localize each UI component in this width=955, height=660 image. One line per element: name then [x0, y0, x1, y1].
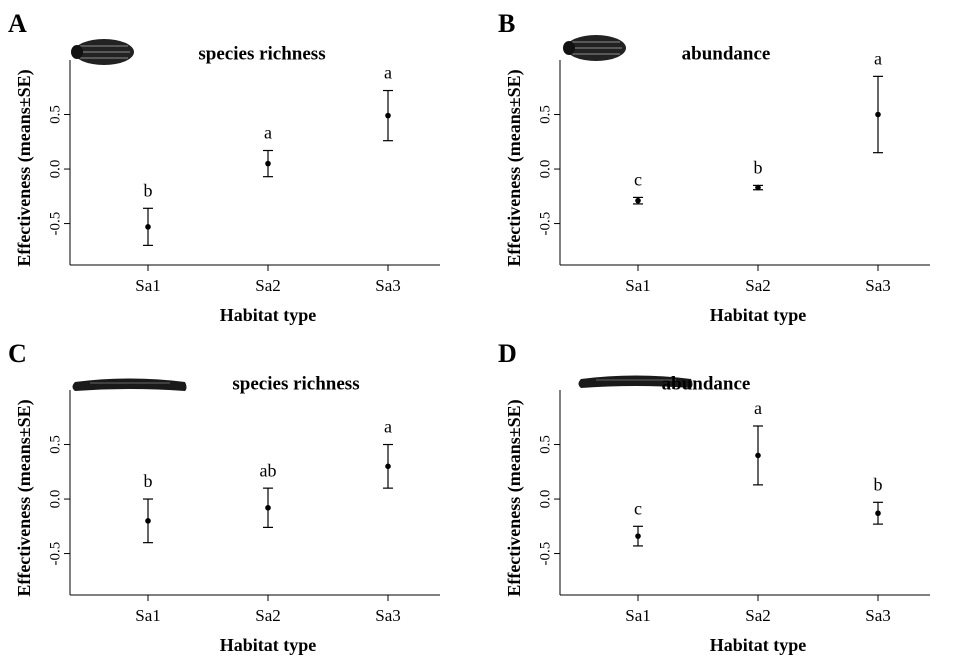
- mean-point: [635, 533, 641, 539]
- significance-letter: a: [384, 417, 392, 437]
- x-tick-label: Sa3: [375, 276, 401, 295]
- earthworm-icon: [72, 378, 187, 392]
- mean-point: [265, 160, 271, 167]
- mean-point: [145, 518, 151, 524]
- significance-letter: a: [874, 48, 882, 68]
- panel-title: species richness: [198, 43, 325, 64]
- panel-title: abundance: [682, 43, 771, 64]
- x-tick-label: Sa1: [135, 276, 161, 295]
- y-axis-label: Effectiveness (means±SE): [504, 69, 525, 266]
- x-tick-label: Sa3: [865, 276, 891, 295]
- mean-point: [635, 197, 641, 204]
- x-tick-label: Sa1: [625, 276, 651, 295]
- y-tick-label: -0.5: [47, 542, 63, 566]
- x-tick-label: Sa1: [625, 606, 651, 625]
- y-tick-label: 0.5: [47, 105, 63, 124]
- x-tick-label: Sa3: [375, 606, 401, 625]
- y-tick-label: 0.0: [537, 490, 553, 509]
- panel: -0.5 0.0 0.5 Sa1 Sa2 Sa3 Habitat type Effective…: [8, 339, 440, 655]
- panel: -0.5 0.0 0.5 Sa1 Sa2 Sa3 Habitat type Effective…: [498, 9, 930, 325]
- y-axis-label: Effectiveness (means±SE): [14, 69, 35, 266]
- panel: -0.5 0.0 0.5 Sa1 Sa2 Sa3 Habitat type Effective…: [498, 339, 930, 655]
- x-tick-label: Sa2: [255, 276, 281, 295]
- mean-point: [265, 504, 271, 511]
- significance-letter: a: [264, 123, 272, 143]
- significance-letter: b: [144, 471, 153, 491]
- panel-label: B: [498, 9, 515, 38]
- mean-point: [385, 112, 391, 119]
- mean-point: [875, 510, 881, 517]
- y-tick-label: 0.5: [537, 435, 553, 454]
- x-axis-label: Habitat type: [220, 305, 317, 325]
- y-tick-label: -0.5: [47, 212, 63, 236]
- x-tick-label: Sa3: [865, 606, 891, 625]
- isopod-icon: [562, 34, 627, 62]
- x-tick-label: Sa1: [135, 606, 161, 625]
- y-tick-label: 0.0: [47, 490, 63, 509]
- y-tick-label: 0.0: [47, 160, 63, 179]
- y-axis-label: Effectiveness (means±SE): [504, 399, 525, 596]
- x-axis-label: Habitat type: [710, 305, 807, 325]
- y-tick-label: -0.5: [537, 542, 553, 566]
- y-tick-label: 0.0: [537, 160, 553, 179]
- mean-point: [875, 111, 881, 118]
- mean-point: [755, 184, 761, 191]
- panel: -0.5 0.0 0.5 Sa1 Sa2 Sa3 Habitat type Effective…: [8, 9, 440, 325]
- y-tick-label: 0.5: [47, 435, 63, 454]
- significance-letter: a: [754, 398, 762, 418]
- significance-letter: a: [384, 63, 392, 83]
- significance-letter: b: [754, 158, 763, 178]
- y-tick-label: -0.5: [537, 212, 553, 236]
- y-axis-label: Effectiveness (means±SE): [14, 399, 35, 596]
- panel-title: species richness: [232, 373, 359, 394]
- x-tick-label: Sa2: [255, 606, 281, 625]
- panel-label: C: [8, 339, 27, 368]
- panel-label: A: [8, 9, 27, 38]
- x-axis-label: Habitat type: [220, 635, 317, 655]
- significance-letter: b: [874, 474, 883, 494]
- panel-title: abundance: [662, 373, 751, 394]
- isopod-icon: [70, 38, 135, 66]
- x-tick-label: Sa2: [745, 276, 771, 295]
- y-tick-label: 0.5: [537, 105, 553, 124]
- significance-letter: ab: [260, 460, 277, 480]
- mean-point: [385, 463, 391, 470]
- significance-letter: c: [634, 170, 642, 190]
- mean-point: [145, 224, 151, 230]
- significance-letter: c: [634, 498, 642, 518]
- significance-letter: b: [144, 180, 153, 200]
- mean-point: [755, 452, 761, 459]
- panel-label: D: [498, 339, 517, 368]
- x-axis-label: Habitat type: [710, 635, 807, 655]
- x-tick-label: Sa2: [745, 606, 771, 625]
